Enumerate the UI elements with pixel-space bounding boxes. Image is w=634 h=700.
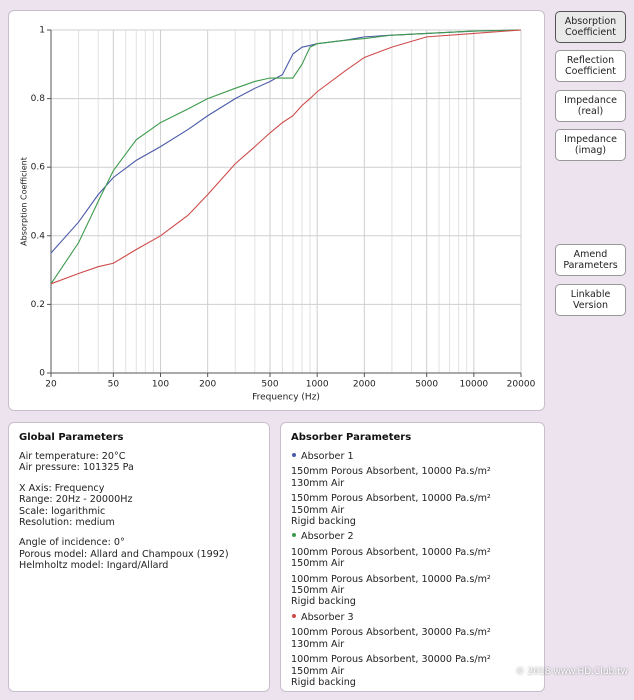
- x-tick-label: 10000: [460, 380, 489, 390]
- x-axis-label: Frequency (Hz): [252, 393, 320, 403]
- x-tick-label: 50: [108, 380, 120, 390]
- spacer: [19, 474, 259, 483]
- layer-text: 150mm Air: [291, 585, 345, 597]
- parameter-text: Air pressure: 101325 Pa: [19, 462, 134, 474]
- layer-text: 130mm Air: [291, 477, 345, 489]
- panel-title: Global Parameters: [19, 432, 124, 443]
- series-line: [50, 29, 522, 254]
- layer-text: 100mm Porous Absorbent, 30000 Pa.s/m²: [291, 654, 491, 666]
- parameter-text: Angle of incidence: 0°: [19, 537, 125, 549]
- y-tick-label: 0.2: [31, 300, 45, 310]
- layer-text: 100mm Porous Absorbent, 10000 Pa.s/m²: [291, 546, 491, 558]
- button[interactable]: Absorption Coefficient: [555, 11, 626, 43]
- panel-title: Absorber Parameters: [291, 432, 412, 443]
- layer-text: Rigid backing: [291, 676, 356, 688]
- button[interactable]: Linkable Version: [555, 284, 626, 316]
- layer-text: 150mm Porous Absorbent, 10000 Pa.s/m²: [291, 493, 491, 505]
- layer-text: Rigid backing: [291, 516, 356, 528]
- absorber-name: Absorber 2: [301, 531, 354, 543]
- x-tick-label: 100: [152, 380, 169, 390]
- absorber-name: Absorber 1: [301, 451, 354, 462]
- x-tick-label: 20000: [507, 380, 536, 390]
- watermark: © 2018 www.HD.Club.tw: [515, 667, 628, 677]
- spacer: [291, 688, 534, 692]
- absorber-parameters-panel: Absorber Parameters Absorber 1 150mm Porou…: [280, 422, 545, 692]
- layer-text: 150mm Air: [291, 558, 345, 570]
- spacer: [19, 528, 259, 537]
- button[interactable]: Reflection Coefficient: [555, 50, 626, 82]
- y-tick-label: 0.4: [31, 231, 46, 241]
- x-tick-label: 5000: [415, 380, 438, 390]
- layer-text: 100mm Porous Absorbent, 30000 Pa.s/m²: [291, 627, 491, 639]
- button[interactable]: Impedance (imag): [555, 129, 626, 161]
- x-tick-label: 200: [199, 380, 216, 390]
- global-parameters-panel: Global Parameters Air temperature: 20°C Ai…: [8, 422, 270, 692]
- absorber-dot: [292, 533, 296, 538]
- parameter-text: Porous model: Allard and Champoux (1992): [19, 548, 229, 560]
- x-tick-label: 2000: [353, 380, 376, 390]
- absorber-heading: Absorber 3: [291, 612, 534, 623]
- parameter-text: Helmholtz model: Ingard/Allard: [19, 560, 169, 572]
- layer-text: 130mm Air: [291, 638, 345, 650]
- absorber-dot: [292, 453, 296, 457]
- series-line: [50, 29, 522, 285]
- chart: 20 50 100 200 500 1000 2000 5000 10000 20000 0 0.2 0…: [20, 26, 536, 403]
- button[interactable]: Impedance (real): [555, 90, 626, 122]
- absorber-heading: Absorber 1: [291, 451, 534, 462]
- series-line: [50, 29, 522, 285]
- y-tick-label: 0.6: [31, 163, 46, 173]
- layer-text: 150mm Air: [291, 665, 345, 677]
- y-tick-label: 0: [39, 369, 45, 379]
- x-tick-label: 500: [261, 380, 278, 390]
- parameter-text: Air temperature: 20°C: [19, 451, 126, 462]
- parameter-text: Resolution: medium: [19, 517, 115, 529]
- parameter-text: X Axis: Frequency: [19, 482, 105, 494]
- y-tick-label: 1: [39, 26, 45, 36]
- layer-text: Rigid backing: [291, 596, 356, 608]
- y-tick-label: 0.8: [31, 94, 46, 104]
- absorber-heading: Absorber 2: [291, 531, 534, 542]
- layer-text: 100mm Porous Absorbent, 10000 Pa.s/m²: [291, 573, 491, 585]
- x-tick-label: 20: [45, 380, 57, 390]
- absorber-name: Absorber 3: [301, 611, 354, 623]
- layer-text: 150mm Porous Absorbent, 10000 Pa.s/m²: [291, 466, 491, 478]
- x-tick-label: 1000: [306, 380, 329, 390]
- parameter-text: Range: 20Hz - 20000Hz: [19, 494, 133, 506]
- button[interactable]: Amend Parameters: [555, 244, 626, 276]
- y-axis-label: Absorption Coefficient: [20, 157, 29, 246]
- absorber-dot: [292, 613, 296, 618]
- layer-text: 150mm Air: [291, 504, 345, 516]
- parameter-text: Scale: logarithmic: [19, 505, 106, 517]
- chart-panel: [8, 10, 545, 411]
